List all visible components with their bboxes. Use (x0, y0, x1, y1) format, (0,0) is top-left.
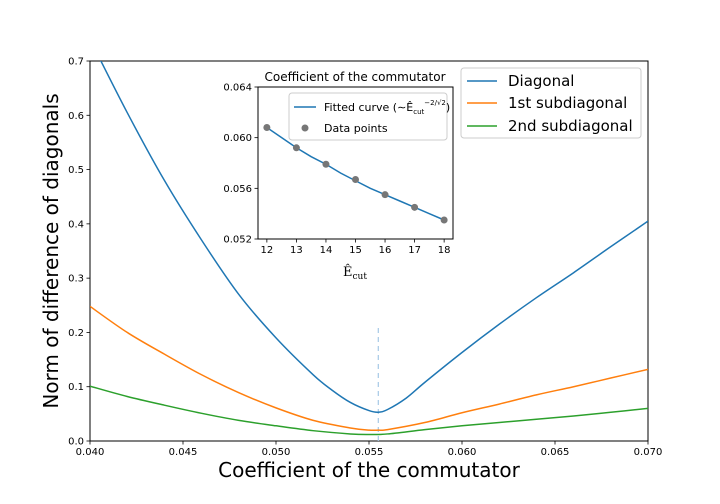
inset-legend-fitted-sup: −2/√2 (424, 99, 446, 107)
legend-label-diagonal: Diagonal (508, 72, 574, 90)
inset-x-tick-label-4: 16 (379, 245, 392, 256)
inset-legend: Fitted curve (∼Êcut−2/√2) Data points (288, 92, 450, 141)
inset-data-point-2 (322, 160, 330, 168)
inset-data-point-5 (411, 203, 419, 211)
main-y-tick-label-1: 0.1 (68, 382, 84, 393)
main-y-tick-label-3: 0.3 (68, 274, 84, 285)
inset-x-axis-label-sub: cut (353, 272, 368, 282)
series-line-1st-subdiagonal (90, 305, 648, 432)
inset-data-point-1 (292, 144, 300, 152)
inset-data-point-4 (381, 191, 389, 199)
main-y-tick-label-6: 0.6 (68, 111, 84, 122)
inset-x-tick-label-1: 13 (290, 245, 303, 256)
main-x-tick-label-1: 0.045 (169, 447, 198, 458)
main-x-ticks: 0.040 0.045 0.050 0.055 0.060 0.065 0.070 (76, 441, 663, 458)
inset-legend-fitted-prefix: Fitted curve ( (324, 101, 397, 114)
inset-y-ticks: 0.052 0.056 0.060 0.064 (223, 83, 258, 246)
inset-legend-fitted-sub: cut (413, 108, 424, 116)
main-x-tick-label-2: 0.050 (262, 447, 291, 458)
inset-data-point-3 (352, 175, 359, 183)
main-y-tick-label-5: 0.5 (68, 165, 84, 176)
inset-data-point-0 (263, 124, 271, 132)
inset-y-tick-label-0: 0.052 (223, 235, 252, 246)
main-y-ticks: 0.0 0.1 0.2 0.3 0.4 0.5 0.6 0.7 (68, 57, 90, 448)
main-legend-box (460, 67, 642, 139)
main-x-tick-label-5: 0.065 (541, 447, 570, 458)
series-line-diagonal (100, 61, 648, 414)
main-x-tick-label-4: 0.060 (448, 447, 477, 458)
inset-legend-box (288, 92, 448, 141)
series-line-2nd-subdiagonal (90, 385, 648, 436)
inset-y-tick-label-1: 0.056 (223, 184, 252, 195)
main-y-tick-label-0: 0.0 (68, 437, 84, 448)
inset-legend-fitted-expr: ∼Ê (397, 101, 413, 114)
inset-plot: Coefficient of the commutator 12 13 14 15 16… (223, 70, 454, 282)
inset-y-tick-label-3: 0.064 (223, 83, 252, 94)
inset-x-tick-label-3: 15 (349, 245, 362, 256)
main-plot: 0.040 0.045 0.050 0.055 0.060 0.065 0.070 0.00… (39, 57, 663, 483)
main-y-tick-label-7: 0.7 (68, 57, 84, 68)
main-x-tick-label-0: 0.040 (76, 447, 105, 458)
main-x-tick-label-6: 0.070 (634, 447, 663, 458)
inset-x-axis-label-base: Ê (343, 264, 353, 280)
inset-legend-swatch-points (301, 124, 309, 132)
inset-legend-label-points: Data points (324, 122, 388, 135)
inset-x-ticks: 12 13 14 15 16 17 18 (260, 239, 451, 256)
inset-title: Coefficient of the commutator (265, 70, 446, 84)
inset-data-point-6 (440, 216, 448, 224)
main-x-axis-label: Coefficient of the commutator (218, 458, 520, 482)
legend-label-2nd-subdiagonal: 2nd subdiagonal (508, 117, 633, 135)
inset-x-tick-label-0: 12 (260, 245, 273, 256)
main-y-tick-label-2: 0.2 (68, 328, 84, 339)
main-legend: Diagonal 1st subdiagonal 2nd subdiagonal (460, 67, 642, 139)
inset-legend-fitted-suffix: ) (446, 101, 450, 114)
main-series-group (90, 61, 648, 441)
inset-y-tick-label-2: 0.060 (223, 133, 252, 144)
inset-x-axis-label: Êcut (343, 264, 367, 282)
legend-label-1st-subdiagonal: 1st subdiagonal (508, 94, 627, 112)
main-y-tick-label-4: 0.4 (68, 219, 84, 230)
inset-series-group (263, 124, 448, 224)
main-y-axis-label: Norm of difference of diagonals (39, 93, 63, 408)
inset-x-tick-label-2: 14 (320, 245, 333, 256)
main-x-tick-label-3: 0.055 (355, 447, 384, 458)
inset-legend-label-fitted: Fitted curve (∼Êcut−2/√2) (324, 99, 450, 116)
inset-x-tick-label-6: 18 (438, 245, 451, 256)
inset-x-tick-label-5: 17 (408, 245, 421, 256)
